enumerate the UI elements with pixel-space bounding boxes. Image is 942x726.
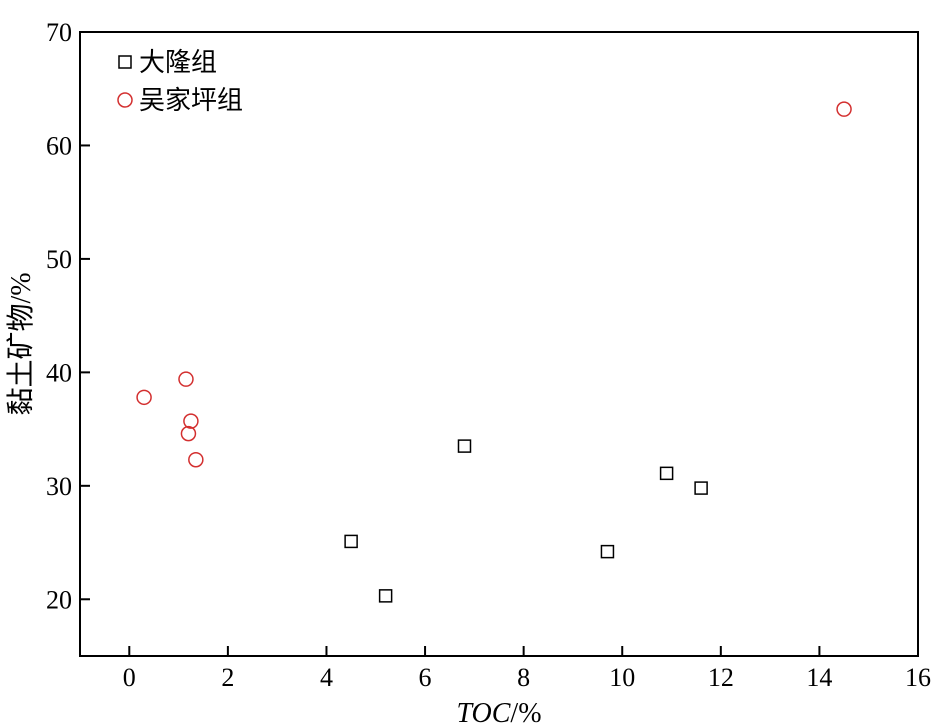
point-circle xyxy=(188,451,204,468)
x-tick-label: 2 xyxy=(221,663,234,692)
x-tick-label: 6 xyxy=(419,663,432,692)
point-circle xyxy=(836,101,852,117)
y-tick-label: 60 xyxy=(46,131,72,160)
y-tick-label: 30 xyxy=(46,472,72,501)
legend-square-icon xyxy=(118,55,132,69)
x-axis-title-italic: TOC xyxy=(456,698,510,726)
x-tick-label: 10 xyxy=(609,663,635,692)
point-circle xyxy=(183,413,199,429)
point-square xyxy=(457,439,472,453)
y-axis-title: 黏土矿物/% xyxy=(5,272,37,415)
data-points xyxy=(136,101,852,603)
legend-label: 吴家坪组 xyxy=(139,86,243,116)
y-tick-label: 20 xyxy=(46,585,72,614)
point-square xyxy=(378,589,393,603)
legend-label: 大隆组 xyxy=(139,48,217,78)
point-circle xyxy=(180,425,197,442)
y-tick-label: 50 xyxy=(46,245,72,274)
x-axis: 0 2 4 6 8 10 12 14 16 xyxy=(123,646,931,692)
plot-frame xyxy=(79,31,919,657)
point-square xyxy=(659,466,674,481)
x-tick-label: 14 xyxy=(806,663,832,692)
y-tick-label: 70 xyxy=(46,18,72,47)
point-circle xyxy=(136,389,152,406)
y-axis: 20 30 40 50 60 70 xyxy=(46,18,90,614)
point-circle xyxy=(178,371,194,387)
point-square xyxy=(600,544,615,559)
point-square xyxy=(344,534,358,549)
point-square xyxy=(694,481,708,495)
x-tick-label: 0 xyxy=(123,663,136,692)
x-axis-title: TOC/% xyxy=(456,698,541,726)
x-axis-title-unit: /% xyxy=(510,698,541,726)
legend-circle-icon xyxy=(117,92,133,108)
x-tick-label: 4 xyxy=(320,663,333,692)
x-tick-label: 12 xyxy=(708,663,734,692)
x-tick-label: 16 xyxy=(905,663,931,692)
y-tick-label: 40 xyxy=(46,358,72,387)
x-tick-label: 8 xyxy=(517,663,530,692)
